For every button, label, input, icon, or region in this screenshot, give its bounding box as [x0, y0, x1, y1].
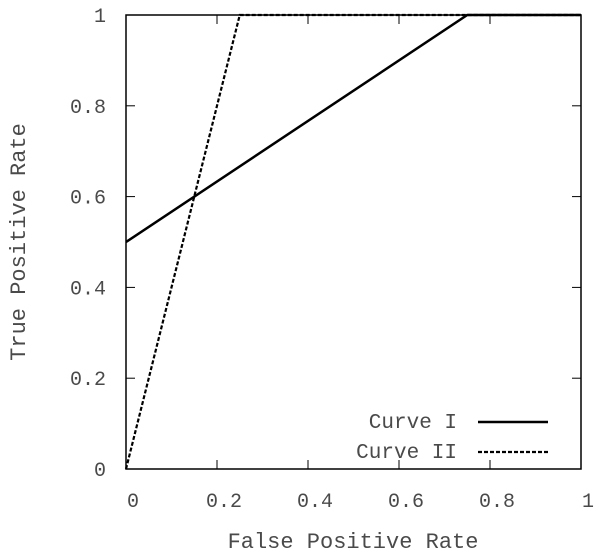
y-axis-label: True Positive Rate [7, 123, 32, 361]
y-tick-label: 0 [94, 460, 106, 483]
x-axis-label: False Positive Rate [228, 530, 479, 553]
x-tick-label: 0.2 [206, 491, 242, 514]
plot-frame [125, 14, 582, 470]
x-tick-label: 0.6 [388, 491, 424, 514]
y-tick-label: 0.4 [70, 278, 106, 301]
series-line-curve-i [125, 13, 581, 244]
x-tick-label: 1 [582, 491, 594, 514]
x-tick-label: 0 [127, 491, 139, 514]
legend-label-curve-ii: Curve II [356, 442, 457, 465]
x-tick-label: 0.4 [297, 491, 333, 514]
y-tick-label: 0.6 [70, 188, 106, 211]
series-line-curve-ii [124, 13, 581, 470]
y-tick-label: 1 [94, 6, 106, 29]
legend: Curve I Curve II [356, 412, 548, 465]
y-tick-label: 0.2 [70, 369, 106, 392]
chart-marks: 0 0.2 0.4 0.6 0.8 1 0 0.2 0.4 0.6 0.8 1 [70, 6, 594, 514]
legend-label-curve-i: Curve I [369, 412, 457, 435]
y-tick-label: 0.8 [70, 97, 106, 120]
x-tick-label: 0.8 [479, 491, 515, 514]
